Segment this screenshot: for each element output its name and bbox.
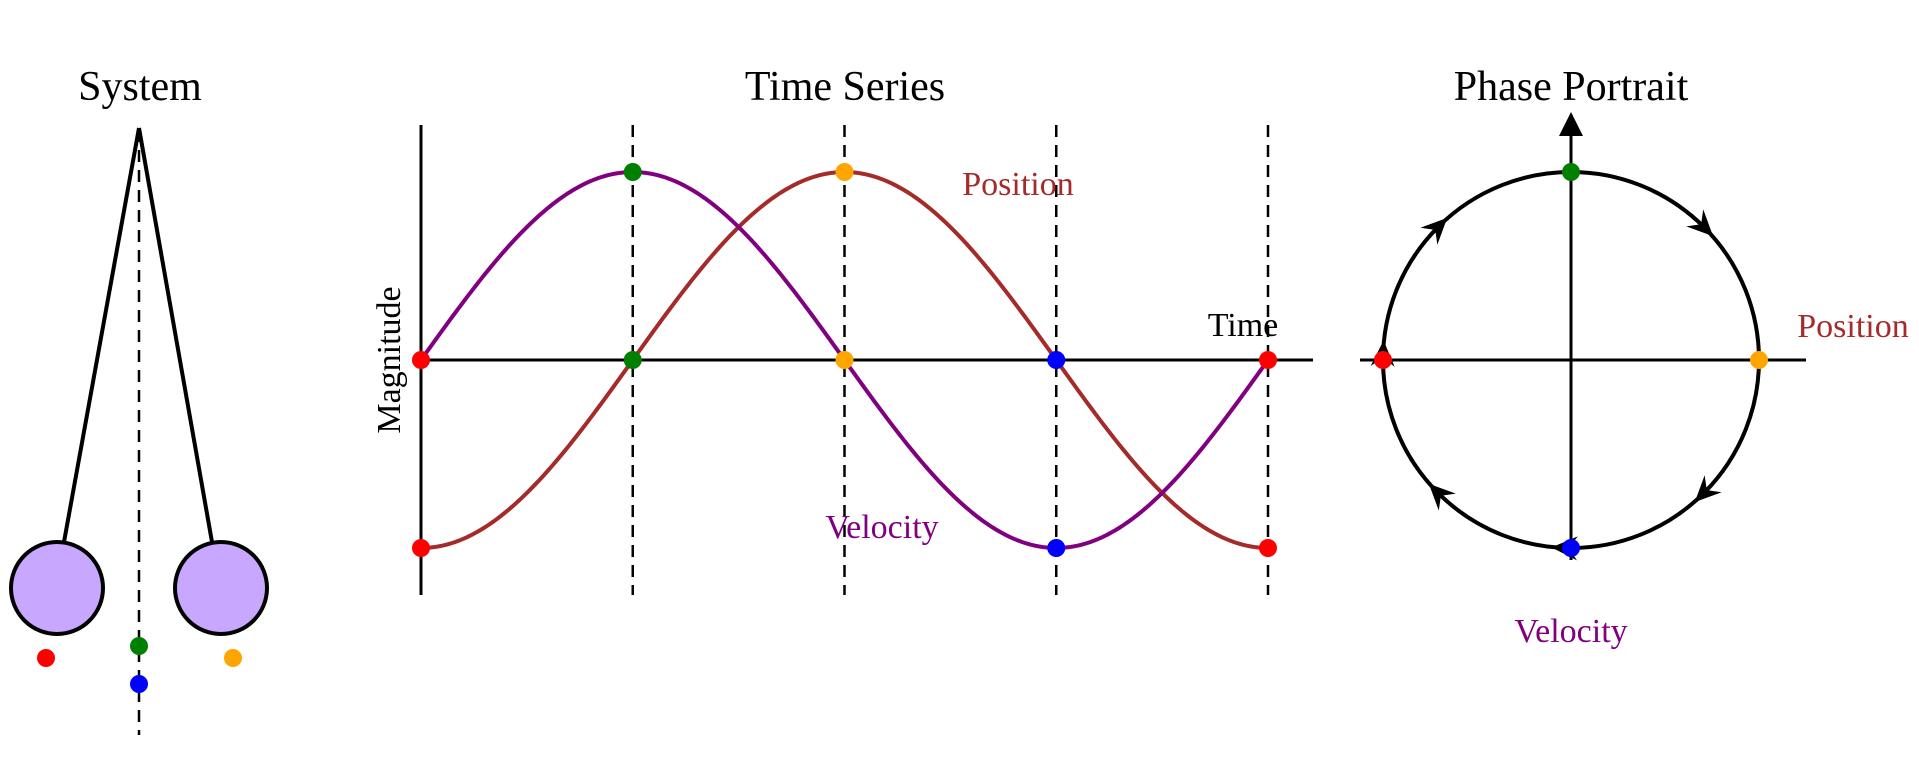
system-panel: System	[9, 64, 269, 735]
system-title: System	[78, 64, 202, 110]
velocity-point-orange	[835, 351, 854, 369]
phase-point-orange	[1750, 351, 1768, 369]
position-point-green	[623, 351, 642, 369]
phase-point-red	[1374, 351, 1392, 369]
phase-velocity-label: Velocity	[1514, 613, 1627, 650]
velocity-label: Velocity	[825, 509, 938, 546]
marker-blue	[130, 675, 148, 693]
orbit-arrow-icon	[1420, 217, 1448, 245]
time-gridlines	[631, 125, 1270, 595]
velocity-point-red	[1259, 351, 1277, 369]
velocity-point-blue	[1047, 539, 1066, 557]
time-series-title: Time Series	[745, 64, 945, 110]
phase-position-label: Position	[1797, 308, 1908, 345]
y-axis-label: Magnitude	[371, 286, 408, 433]
position-label: Position	[962, 166, 1073, 203]
position-point-red	[412, 539, 430, 557]
position-point-red	[1259, 539, 1277, 557]
velocity-point-green	[623, 163, 642, 181]
position-point-orange	[835, 163, 854, 181]
time-series-panel: Time Series Magnitude Time Position Velo…	[371, 64, 1313, 595]
phase-point-green	[1562, 163, 1580, 181]
string-right	[137, 127, 214, 543]
phase-title: Phase Portrait	[1454, 64, 1689, 110]
x-axis-label: Time	[1208, 307, 1279, 344]
orbit-arrow-icon	[1428, 483, 1456, 511]
pendulum-bob-right	[173, 540, 269, 636]
orbit-arrow-icon	[1694, 475, 1722, 503]
marker-green	[130, 637, 148, 655]
phase-key-points	[1374, 163, 1768, 557]
orbit-direction-arrows	[1370, 209, 1722, 561]
phase-point-blue	[1562, 539, 1580, 557]
pendulum-bob-left	[9, 540, 105, 636]
key-points	[412, 163, 1277, 557]
string-left	[62, 127, 141, 543]
phase-y-axis-arrowhead	[1559, 112, 1583, 136]
marker-orange	[224, 649, 242, 667]
velocity-point-red	[412, 351, 430, 369]
position-point-blue	[1047, 351, 1066, 369]
orbit-arrow-icon	[1686, 209, 1714, 237]
phase-panel: Phase Portrait Position Velocity	[1360, 64, 1909, 650]
marker-red	[37, 649, 55, 667]
